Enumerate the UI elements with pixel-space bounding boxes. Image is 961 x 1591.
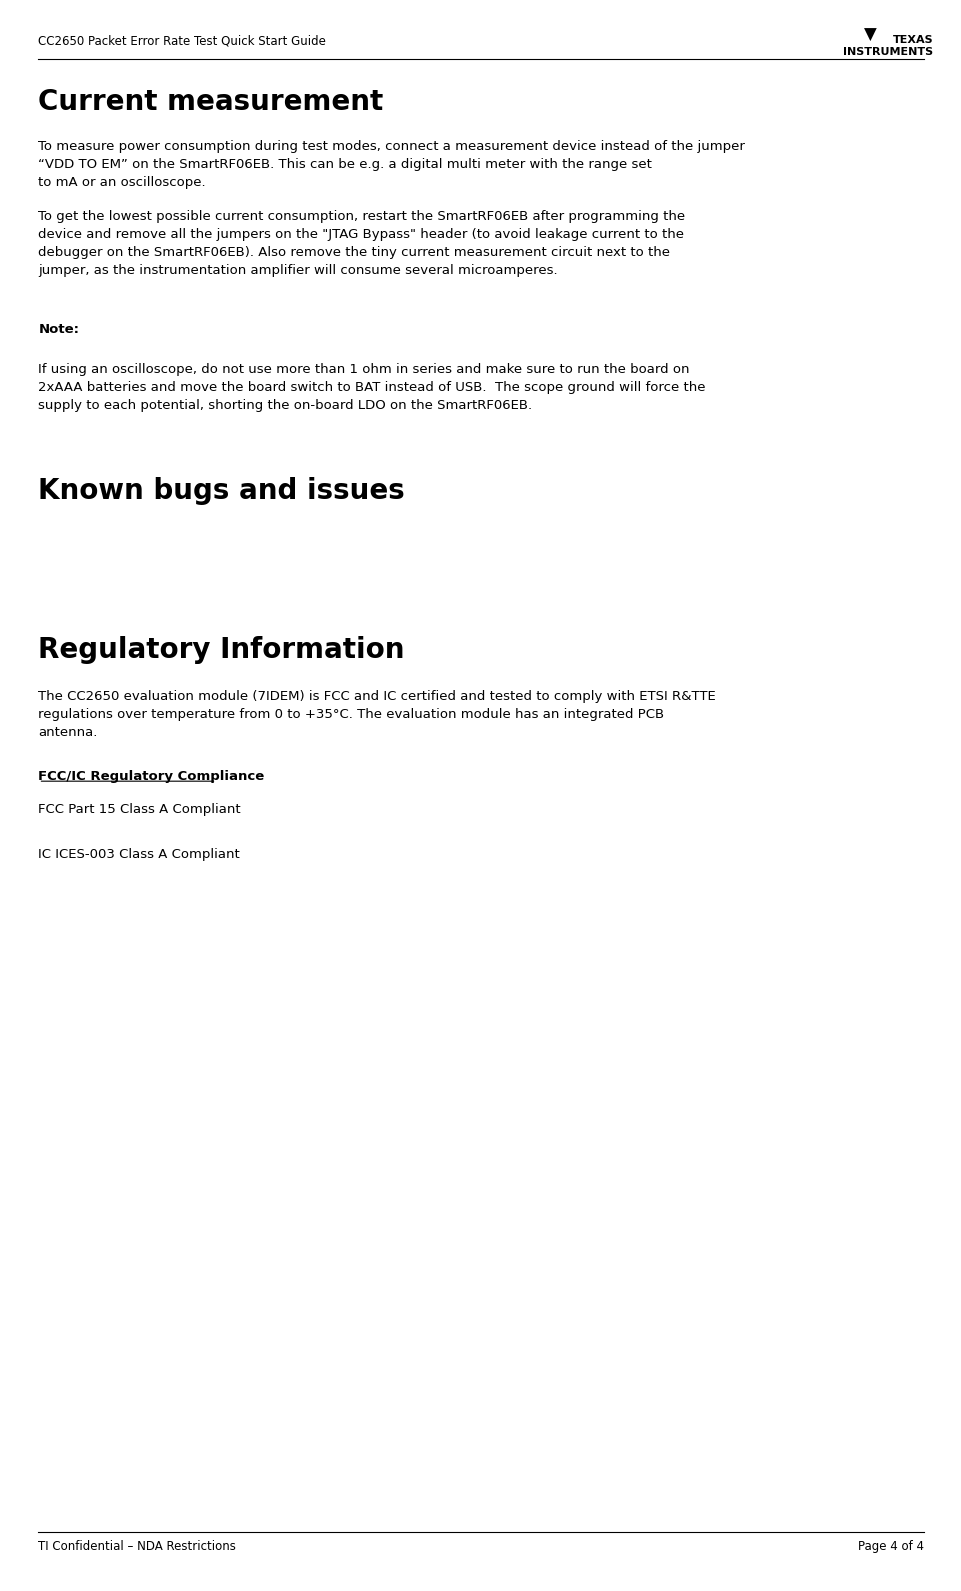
Text: If using an oscilloscope, do not use more than 1 ohm in series and make sure to : If using an oscilloscope, do not use mor…: [38, 363, 705, 412]
Text: Known bugs and issues: Known bugs and issues: [38, 477, 405, 506]
Text: TEXAS
INSTRUMENTS: TEXAS INSTRUMENTS: [842, 35, 932, 57]
Text: To measure power consumption during test modes, connect a measurement device ins: To measure power consumption during test…: [38, 140, 745, 189]
Text: Regulatory Information: Regulatory Information: [38, 636, 405, 665]
Text: The CC2650 evaluation module (7IDEM) is FCC and IC certified and tested to compl: The CC2650 evaluation module (7IDEM) is …: [38, 690, 716, 740]
Text: FCC/IC Regulatory Compliance: FCC/IC Regulatory Compliance: [38, 770, 264, 783]
Text: To get the lowest possible current consumption, restart the SmartRF06EB after pr: To get the lowest possible current consu…: [38, 210, 685, 277]
Text: CC2650 Packet Error Rate Test Quick Start Guide: CC2650 Packet Error Rate Test Quick Star…: [38, 35, 326, 48]
Text: FCC Part 15 Class A Compliant: FCC Part 15 Class A Compliant: [38, 803, 241, 816]
Text: Current measurement: Current measurement: [38, 88, 383, 116]
Text: Note:: Note:: [38, 323, 80, 336]
Text: TI Confidential – NDA Restrictions: TI Confidential – NDA Restrictions: [38, 1540, 236, 1553]
Text: IC ICES-003 Class A Compliant: IC ICES-003 Class A Compliant: [38, 848, 240, 861]
Text: Page 4 of 4: Page 4 of 4: [856, 1540, 923, 1553]
Text: ▼: ▼: [863, 25, 876, 43]
